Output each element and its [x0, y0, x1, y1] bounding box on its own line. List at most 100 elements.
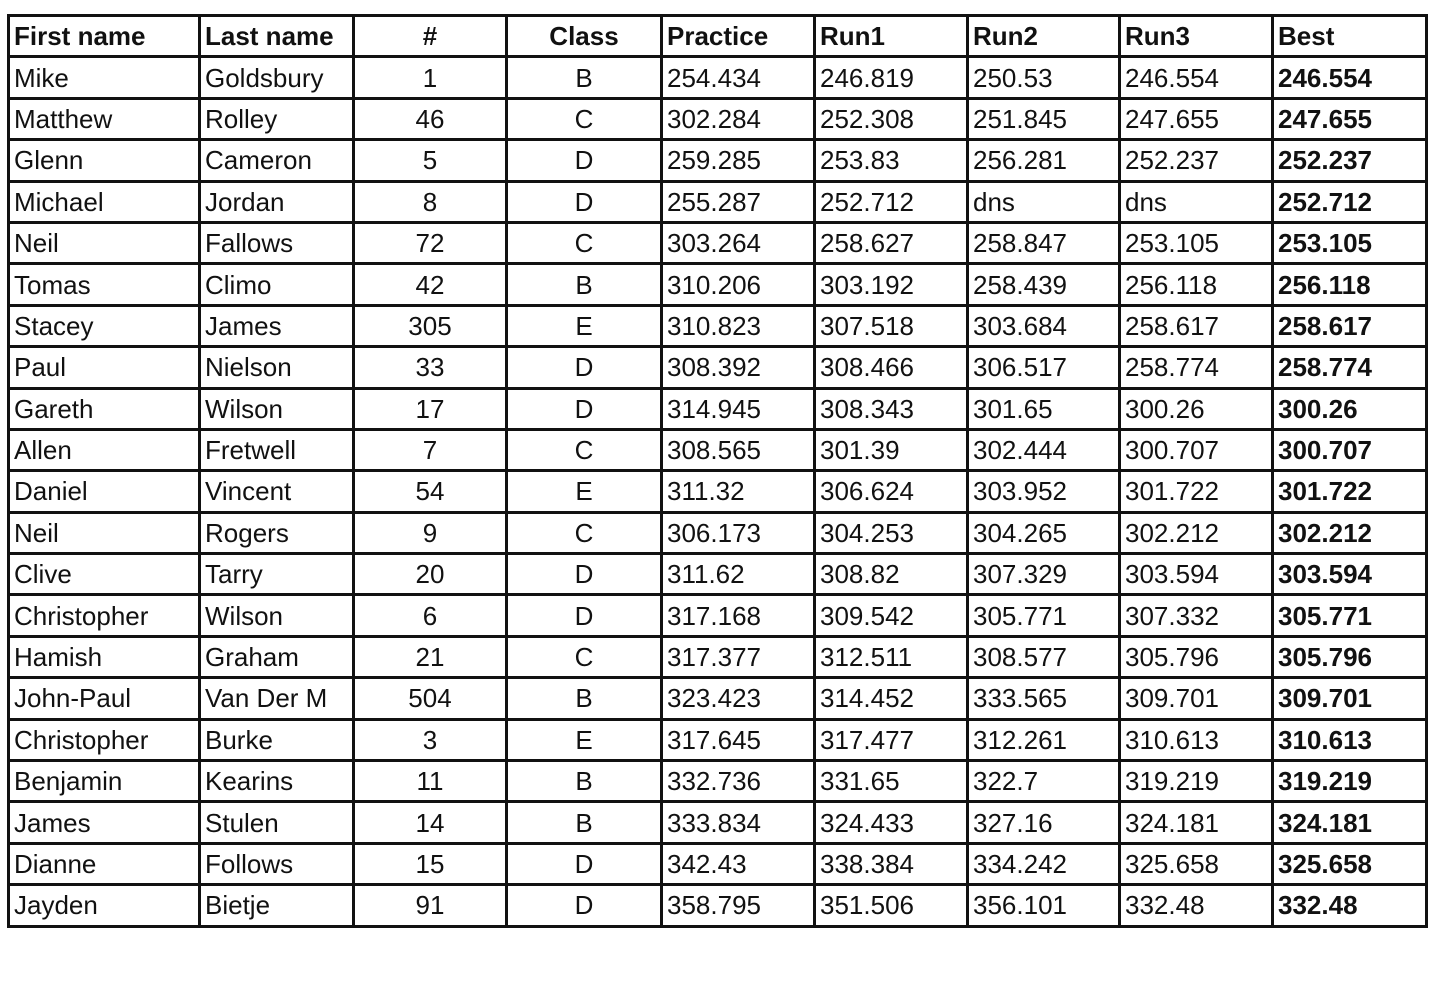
- cell-number: 20: [352, 552, 508, 597]
- cell-last-name: Wilson: [198, 593, 355, 638]
- table-row: Michael Jordan 8 D 255.287 252.712 dns dns 252.7…: [7, 179, 1428, 224]
- cell-run2: 327.16: [966, 800, 1121, 845]
- cell-last-name: Jordan: [198, 179, 355, 224]
- table-row: Tomas Climo 42 B 310.206 303.192 258.439 256.11…: [7, 262, 1428, 307]
- cell-best: 258.774: [1271, 345, 1428, 390]
- cell-class: D: [505, 841, 663, 887]
- table-row: Clive Tarry 20 D 311.62 308.82 307.329 303.594 3…: [7, 552, 1428, 597]
- cell-run2: 258.439: [966, 262, 1121, 307]
- cell-last-name: Van Der M: [198, 676, 355, 721]
- cell-run2: 307.329: [966, 552, 1121, 597]
- cell-run3: 258.774: [1118, 345, 1274, 390]
- cell-last-name: Graham: [198, 634, 355, 680]
- cell-run3: 324.181: [1118, 800, 1274, 845]
- table-row: Allen Fretwell 7 C 308.565 301.39 302.444 300.7…: [7, 427, 1428, 473]
- cell-practice: 310.823: [660, 303, 816, 349]
- cell-run3: 300.26: [1118, 386, 1274, 431]
- cell-run2: 302.444: [966, 427, 1121, 473]
- table-row: Neil Rogers 9 C 306.173 304.253 304.265 302.212…: [7, 510, 1428, 556]
- cell-number: 21: [352, 634, 508, 680]
- cell-number: 91: [352, 883, 508, 928]
- cell-practice: 333.834: [660, 800, 816, 845]
- column-header-run1: Run1: [813, 13, 969, 59]
- cell-run3: 302.212: [1118, 510, 1274, 556]
- cell-best: 253.105: [1271, 220, 1428, 266]
- cell-first-name: Christopher: [7, 717, 201, 763]
- table-row: Paul Nielson 33 D 308.392 308.466 306.517 258.7…: [7, 345, 1428, 390]
- cell-best: 319.219: [1271, 759, 1428, 804]
- cell-run1: 308.343: [813, 386, 969, 431]
- cell-run1: 317.477: [813, 717, 969, 763]
- column-header-number: #: [352, 13, 508, 59]
- cell-practice: 358.795: [660, 883, 816, 928]
- cell-run3: 247.655: [1118, 96, 1274, 142]
- column-header-best: Best: [1271, 13, 1428, 59]
- table-row: Hamish Graham 21 C 317.377 312.511 308.577 305.…: [7, 634, 1428, 680]
- cell-last-name: Stulen: [198, 800, 355, 845]
- cell-best: 258.617: [1271, 303, 1428, 349]
- cell-run2: 322.7: [966, 759, 1121, 804]
- cell-class: B: [505, 262, 663, 307]
- cell-number: 17: [352, 386, 508, 431]
- cell-run2: 312.261: [966, 717, 1121, 763]
- cell-run3: 252.237: [1118, 138, 1274, 183]
- cell-run2: 256.281: [966, 138, 1121, 183]
- cell-best: 252.237: [1271, 138, 1428, 183]
- cell-last-name: Kearins: [198, 759, 355, 804]
- cell-best: 300.26: [1271, 386, 1428, 431]
- cell-run2: 306.517: [966, 345, 1121, 390]
- cell-run3: 332.48: [1118, 883, 1274, 928]
- cell-run2: 258.847: [966, 220, 1121, 266]
- cell-class: B: [505, 55, 663, 100]
- cell-practice: 311.62: [660, 552, 816, 597]
- cell-last-name: Fallows: [198, 220, 355, 266]
- cell-run1: 309.542: [813, 593, 969, 638]
- cell-last-name: Climo: [198, 262, 355, 307]
- cell-first-name: Jayden: [7, 883, 201, 928]
- cell-run3: 256.118: [1118, 262, 1274, 307]
- cell-class: C: [505, 634, 663, 680]
- cell-last-name: Fretwell: [198, 427, 355, 473]
- cell-class: D: [505, 138, 663, 183]
- cell-number: 504: [352, 676, 508, 721]
- cell-first-name: John-Paul: [7, 676, 201, 721]
- cell-number: 33: [352, 345, 508, 390]
- cell-practice: 323.423: [660, 676, 816, 721]
- cell-practice: 342.43: [660, 841, 816, 887]
- cell-run2: 308.577: [966, 634, 1121, 680]
- cell-number: 8: [352, 179, 508, 224]
- cell-class: D: [505, 883, 663, 928]
- cell-practice: 314.945: [660, 386, 816, 431]
- cell-class: B: [505, 800, 663, 845]
- cell-run3: 246.554: [1118, 55, 1274, 100]
- cell-number: 6: [352, 593, 508, 638]
- cell-practice: 303.264: [660, 220, 816, 266]
- cell-run3: 305.796: [1118, 634, 1274, 680]
- cell-run1: 308.82: [813, 552, 969, 597]
- cell-run1: 351.506: [813, 883, 969, 928]
- cell-last-name: Follows: [198, 841, 355, 887]
- cell-last-name: Rolley: [198, 96, 355, 142]
- cell-practice: 259.285: [660, 138, 816, 183]
- cell-best: 305.771: [1271, 593, 1428, 638]
- table-row: Christopher Burke 3 E 317.645 317.477 312.261 3…: [7, 717, 1428, 763]
- cell-run3: 325.658: [1118, 841, 1274, 887]
- table-row: Gareth Wilson 17 D 314.945 308.343 301.65 300.2…: [7, 386, 1428, 431]
- cell-class: E: [505, 303, 663, 349]
- table-row: Glenn Cameron 5 D 259.285 253.83 256.281 252.23…: [7, 138, 1428, 183]
- cell-run2: 303.684: [966, 303, 1121, 349]
- cell-run1: 308.466: [813, 345, 969, 390]
- cell-last-name: James: [198, 303, 355, 349]
- cell-practice: 254.434: [660, 55, 816, 100]
- cell-run2: 305.771: [966, 593, 1121, 638]
- column-header-last-name: Last name: [198, 13, 355, 59]
- cell-first-name: Stacey: [7, 303, 201, 349]
- cell-last-name: Tarry: [198, 552, 355, 597]
- table-row: Christopher Wilson 6 D 317.168 309.542 305.771…: [7, 593, 1428, 638]
- table-row: John-Paul Van Der M 504 B 323.423 314.452 333.…: [7, 676, 1428, 721]
- results-table: First name Last name # Class Practice Run1 Run…: [7, 13, 1428, 928]
- cell-practice: 317.645: [660, 717, 816, 763]
- column-header-practice: Practice: [660, 13, 816, 59]
- cell-run3: 301.722: [1118, 469, 1274, 514]
- cell-class: E: [505, 469, 663, 514]
